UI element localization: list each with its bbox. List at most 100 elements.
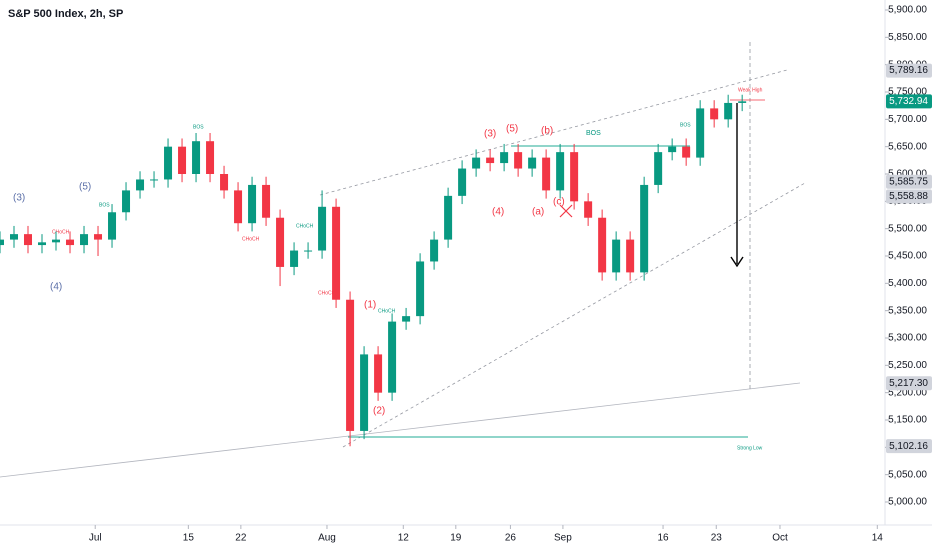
candle-body [262, 184, 271, 218]
candle-body [360, 354, 369, 431]
candle-body [626, 239, 635, 273]
choch-label: CHoCH [378, 308, 396, 314]
x-tick-label: Jul [89, 533, 102, 544]
candle-body [542, 157, 551, 191]
wave-label: (5) [506, 124, 518, 135]
candle-body [248, 184, 257, 224]
wave-label: (4) [50, 282, 62, 293]
candle-body [486, 157, 495, 164]
candle-body [612, 239, 621, 273]
y-tick-label: 5,250.00 [888, 360, 927, 371]
arrow-head [730, 256, 744, 268]
x-tick-label: 14 [872, 533, 884, 544]
x-tick-label: 16 [657, 533, 669, 544]
upper-trend-line [319, 69, 788, 196]
candle-body [24, 234, 33, 246]
price-label-box [886, 376, 932, 391]
price-label-box [886, 94, 932, 109]
y-tick-label: 5,900.00 [888, 5, 927, 16]
candle-body [710, 108, 719, 120]
price-label: 5,789.16 [889, 65, 928, 76]
candle-body [304, 250, 313, 252]
candle-body [276, 217, 285, 267]
wave-label: (5) [79, 182, 91, 193]
candle-body [528, 157, 537, 169]
wave-label: (c) [553, 197, 565, 208]
candle-body [38, 242, 47, 246]
price-label-box [886, 189, 932, 204]
candle-body [416, 261, 425, 317]
y-tick-label: 5,300.00 [888, 333, 927, 344]
y-tick-label: 5,000.00 [888, 497, 927, 508]
wave-label: (b) [541, 126, 553, 137]
candle-body [346, 299, 355, 431]
wave-label: (3) [13, 193, 25, 204]
x-tick-label: 15 [183, 533, 195, 544]
price-label: 5,217.30 [889, 378, 928, 389]
candle-body [220, 174, 229, 191]
price-label: 5,102.16 [889, 441, 928, 452]
candle-body [598, 217, 607, 273]
choch-label: CHoCH [52, 229, 70, 235]
bos-label: BOS [99, 202, 110, 208]
candle-body [500, 152, 509, 164]
y-tick-label: 5,500.00 [888, 223, 927, 234]
x-tick-label: Aug [318, 533, 336, 544]
candle-body [108, 212, 117, 240]
y-tick-label: 5,600.00 [888, 169, 927, 180]
y-tick-label: 5,200.00 [888, 387, 927, 398]
candle-body [570, 152, 579, 202]
strong-low-label: Strong Low [737, 445, 763, 451]
candle-body [94, 234, 103, 240]
candle-body [318, 206, 327, 251]
bos-label: BOS [680, 122, 691, 128]
candle-body [290, 250, 299, 267]
candle-body [430, 239, 439, 262]
x-tick-label: 23 [711, 533, 723, 544]
candle-body [458, 168, 467, 196]
y-tick-label: 5,450.00 [888, 251, 927, 262]
candle-body [122, 190, 131, 213]
y-tick-label: 5,050.00 [888, 469, 927, 480]
y-tick-label: 5,750.00 [888, 87, 927, 98]
price-label-box [886, 174, 932, 189]
choch-label: CHoCH [318, 290, 336, 296]
price-label-box [886, 63, 932, 78]
candle-body [234, 190, 243, 224]
wave-label: (4) [492, 207, 504, 218]
wave-label: (1) [364, 300, 376, 311]
choch-label: CHoCH [296, 223, 314, 229]
support-line [0, 382, 801, 478]
drawings [0, 42, 806, 478]
candle-body [150, 179, 159, 181]
x-tick-label: 19 [450, 533, 462, 544]
candle-body [374, 354, 383, 393]
x-tick-label: Sep [554, 533, 572, 544]
price-label-box [886, 439, 932, 454]
candle-body [136, 179, 145, 191]
y-tick-label: 5,350.00 [888, 305, 927, 316]
candle-body [696, 108, 705, 158]
chart-title: S&P 500 Index, 2h, SP [8, 8, 123, 20]
y-tick-label: 5,850.00 [888, 32, 927, 43]
wave-label: (3) [484, 129, 496, 140]
x-tick-label: 22 [235, 533, 247, 544]
candle-body [206, 141, 215, 174]
price-label: 5,585.75 [889, 176, 928, 187]
x-tick-label: Oct [772, 533, 788, 544]
y-tick-label: 5,150.00 [888, 415, 927, 426]
candle-body [332, 206, 341, 300]
candle-body [514, 152, 523, 169]
choch-label: CHoCH [242, 236, 260, 242]
x-tick-label: 12 [398, 533, 410, 544]
wave-label: (a) [532, 207, 544, 218]
cross [559, 204, 573, 218]
weak-high-label: Weak High [738, 87, 763, 93]
candle-body [444, 195, 453, 240]
candle-body [682, 146, 691, 158]
price-label: 5,558.88 [889, 191, 928, 202]
lower-trend-line [342, 182, 806, 448]
candle-body [178, 146, 187, 174]
